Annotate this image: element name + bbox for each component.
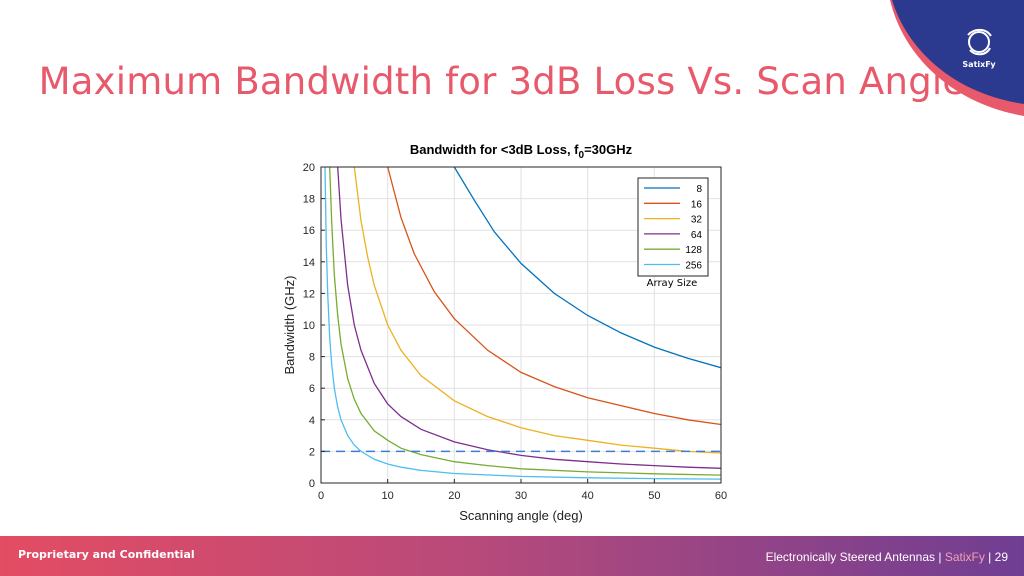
x-axis-label: Scanning angle (deg): [459, 508, 583, 523]
footer-page-number: 29: [994, 550, 1008, 564]
x-tick-label: 10: [382, 490, 394, 502]
legend-caption: Array Size: [647, 278, 698, 289]
series-line-8: [453, 167, 721, 369]
footer-separator: |: [988, 550, 992, 564]
footer-right: Electronically Steered Antennas | SatixF…: [766, 550, 1008, 564]
y-tick-label: 20: [303, 162, 315, 174]
y-tick-label: 4: [309, 415, 315, 427]
legend-box: [637, 177, 709, 277]
series-line-32: [353, 167, 721, 454]
footer-confidential: Proprietary and Confidential: [18, 548, 195, 561]
y-tick-label: 14: [303, 257, 315, 269]
chart-title: Bandwidth for <3dB Loss, f0=30GHz: [410, 142, 633, 161]
legend-label-64: 64: [691, 230, 703, 241]
y-tick-label: 6: [309, 383, 315, 395]
legend-label-256: 256: [685, 261, 702, 272]
legend-label-32: 32: [691, 215, 703, 226]
chart-title-suffix: =30GHz: [584, 142, 633, 157]
x-tick-label: 0: [318, 490, 324, 502]
series-line-256: [324, 167, 721, 480]
y-tick-label: 12: [303, 288, 315, 300]
x-tick-label: 50: [648, 490, 660, 502]
legend-label-16: 16: [691, 199, 703, 210]
footer-separator: |: [938, 550, 942, 564]
x-tick-label: 20: [448, 490, 460, 502]
chart-title-subscript: 0: [579, 150, 585, 161]
legend: 8 16 32 64 128 256: [637, 177, 709, 277]
series-line-16: [387, 167, 721, 426]
y-tick-label: 16: [303, 225, 315, 237]
series-lines: [321, 167, 721, 480]
x-tick-label: 60: [715, 490, 727, 502]
chart-title-main: Bandwidth for <3dB Loss, f: [410, 142, 579, 157]
y-tick-label: 2: [309, 446, 315, 458]
slide-title: Maximum Bandwidth for 3dB Loss Vs. Scan …: [38, 60, 966, 103]
satixfy-logo-icon: [967, 28, 992, 56]
y-tick-label: 10: [303, 320, 315, 332]
x-tick-label: 30: [515, 490, 527, 502]
footer-brand: SatixFy: [944, 550, 985, 564]
axes-layer: 0 10 20 30 40 50 60 0 2 4 6 8 10 12 14 16 18 20: [303, 162, 727, 502]
y-tick-label: 0: [309, 478, 315, 490]
satixfy-logo-text: SatixFy: [962, 60, 996, 69]
legend-label-128: 128: [685, 245, 702, 256]
footer-bar: [0, 536, 1024, 576]
y-tick-label: 18: [303, 194, 315, 206]
satixfy-corner-logo: SatixFy: [890, 0, 1024, 116]
footer-topic: Electronically Steered Antennas: [765, 550, 935, 564]
series-line-64: [337, 167, 721, 469]
y-axis-label: Bandwidth (GHz): [282, 276, 297, 375]
corner-blue-swoosh: [892, 0, 1024, 104]
series-line-128: [329, 167, 721, 476]
y-tick-label: 8: [309, 352, 315, 364]
x-tick-label: 40: [582, 490, 594, 502]
legend-label-8: 8: [696, 184, 702, 195]
